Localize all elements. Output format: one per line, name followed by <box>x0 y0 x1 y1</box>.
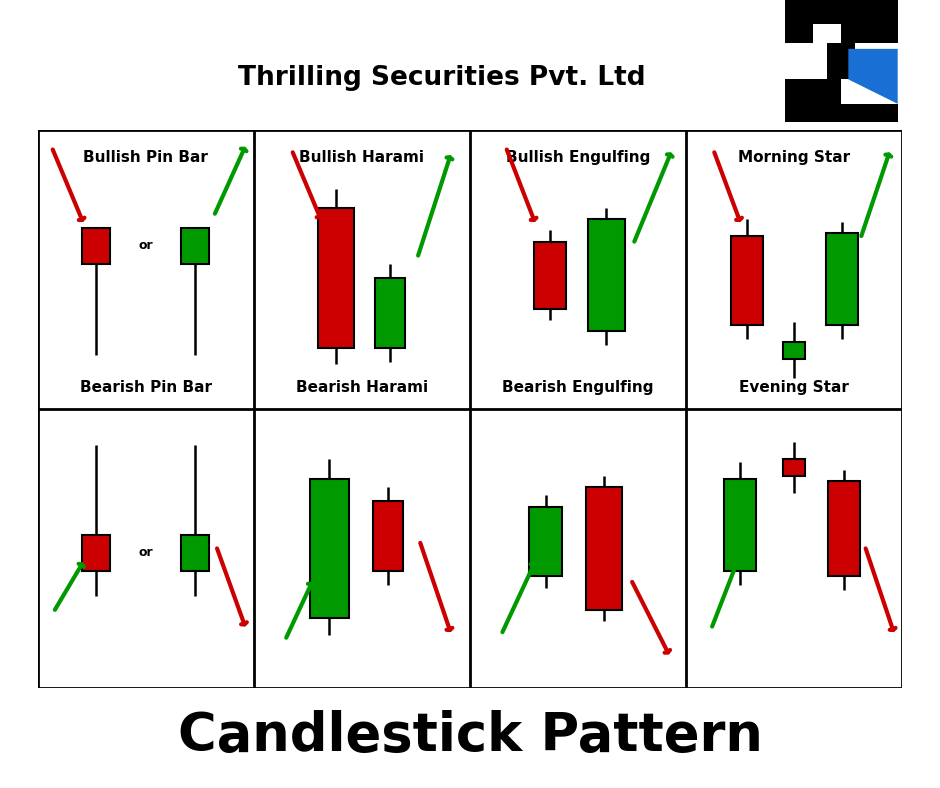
Bar <box>730 236 763 325</box>
Bar <box>784 342 805 359</box>
Bar <box>588 219 624 331</box>
Text: Evening Star: Evening Star <box>740 380 849 395</box>
Text: Bearish Pin Bar: Bearish Pin Bar <box>80 380 212 395</box>
Bar <box>529 507 562 576</box>
Text: Thrilling Securities Pvt. Ltd: Thrilling Securities Pvt. Ltd <box>238 65 646 91</box>
Text: Morning Star: Morning Star <box>738 150 851 165</box>
Polygon shape <box>827 43 855 80</box>
Polygon shape <box>785 80 898 122</box>
Polygon shape <box>785 0 898 43</box>
Polygon shape <box>848 49 898 104</box>
Text: Bullish Engulfing: Bullish Engulfing <box>506 150 650 165</box>
Text: Bullish Pin Bar: Bullish Pin Bar <box>84 150 208 165</box>
Bar <box>375 278 405 348</box>
Text: Bearish Harami: Bearish Harami <box>296 380 428 395</box>
Bar <box>724 478 757 571</box>
Bar <box>586 487 622 610</box>
Bar <box>82 534 110 571</box>
Bar <box>784 459 805 476</box>
Bar <box>828 481 860 576</box>
Bar <box>534 242 566 309</box>
Bar <box>318 208 354 348</box>
Text: Candlestick Pattern: Candlestick Pattern <box>178 710 762 762</box>
Bar <box>82 228 110 264</box>
Bar <box>310 478 349 618</box>
Text: Bearish Engulfing: Bearish Engulfing <box>502 380 654 395</box>
Bar <box>181 534 210 571</box>
Text: Bullish Harami: Bullish Harami <box>300 150 424 165</box>
Text: or: or <box>138 546 153 559</box>
Text: or: or <box>138 240 153 252</box>
Bar <box>825 233 858 325</box>
Bar <box>181 228 210 264</box>
Bar <box>372 501 403 571</box>
